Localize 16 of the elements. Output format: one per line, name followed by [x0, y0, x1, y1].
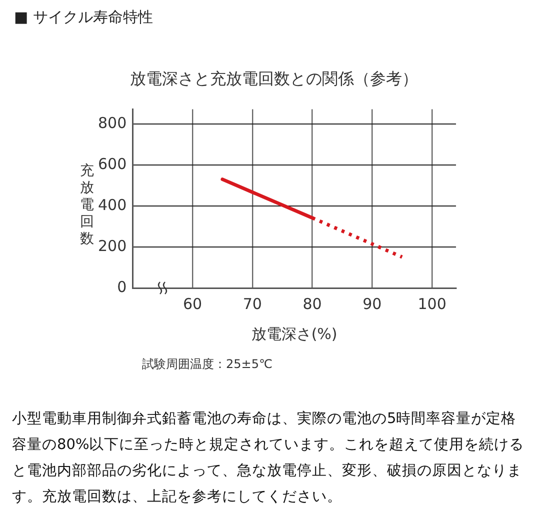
y-tick-label: 400	[98, 196, 127, 214]
text: ■ サイクル寿命特性	[14, 8, 153, 27]
x-tick-label: 100	[418, 294, 446, 313]
y-tick-label: 800	[98, 114, 127, 132]
y-tick-label: 0	[117, 278, 127, 296]
x-tick-label: 80	[302, 294, 322, 313]
x-tick-label: 60	[182, 294, 202, 313]
x-tick-label: 70	[242, 294, 262, 313]
chart-title: 放電深さと充放電回数との関係（参考）	[130, 68, 418, 88]
x-axis-title: 放電深さ(%)	[251, 324, 338, 343]
y-axis-title: 充放電回数	[80, 163, 95, 248]
y-tick-label: 600	[98, 154, 127, 173]
text: 小型電動車用制御弁式鉛蓄電池の寿命は、実際の電池の5時間率容量が定格容量の80%以下に至った時と規定されています。これを超えて使用を続けると電池内部部品の劣化によって、急な放電停止、変形、破損の原因となります。充放電回数は、上記を参考にしてください。	[12, 410, 526, 507]
text: 試験周囲温度：25±5℃	[142, 356, 272, 373]
y-tick-label: 200	[98, 236, 127, 255]
x-tick-label: 90	[362, 294, 382, 313]
